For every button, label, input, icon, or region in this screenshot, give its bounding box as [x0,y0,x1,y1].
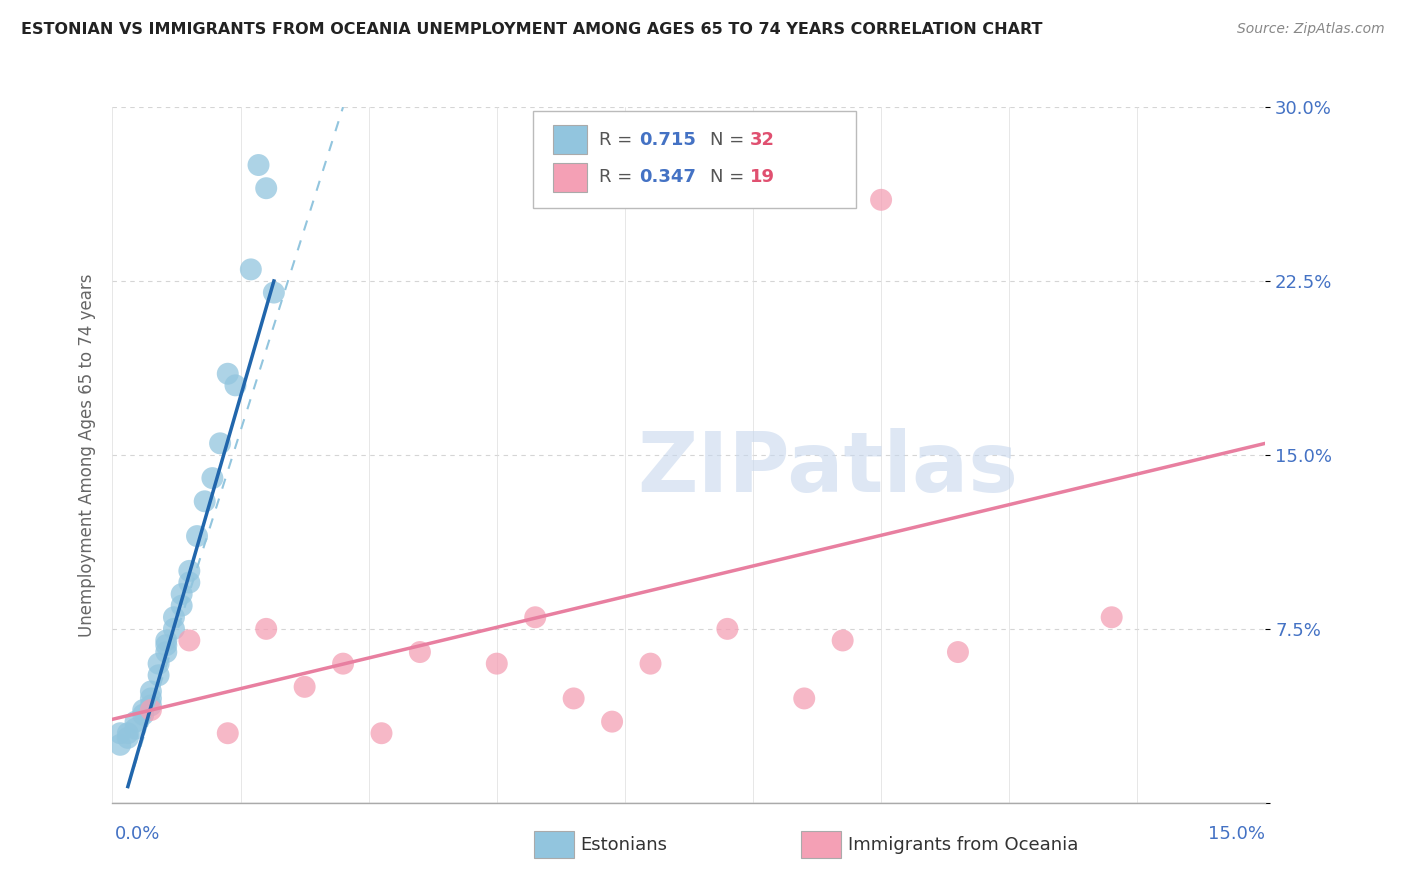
Y-axis label: Unemployment Among Ages 65 to 74 years: Unemployment Among Ages 65 to 74 years [77,273,96,637]
Text: 0.715: 0.715 [640,131,696,149]
Text: 19: 19 [749,169,775,186]
Point [332,657,354,671]
Point [562,691,585,706]
Point [124,714,146,729]
Point [170,587,193,601]
Point [148,657,170,671]
Text: R =: R = [599,131,638,149]
Text: ESTONIAN VS IMMIGRANTS FROM OCEANIA UNEMPLOYMENT AMONG AGES 65 TO 74 YEARS CORRE: ESTONIAN VS IMMIGRANTS FROM OCEANIA UNEM… [21,22,1043,37]
FancyBboxPatch shape [553,125,588,154]
Point [139,684,162,698]
Point [254,181,277,195]
FancyBboxPatch shape [553,162,588,192]
Point [485,657,508,671]
Point [170,599,193,613]
Text: 32: 32 [749,131,775,149]
Point [793,691,815,706]
Point [263,285,285,300]
Point [194,494,217,508]
Point [217,367,239,381]
Point [179,564,201,578]
Point [201,471,224,485]
Point [294,680,316,694]
Point [132,707,155,722]
Point [179,633,201,648]
Point [155,638,177,652]
Point [148,668,170,682]
Text: 0.0%: 0.0% [115,825,160,843]
Point [247,158,270,172]
Point [716,622,738,636]
Point [108,726,131,740]
Point [132,703,155,717]
Text: 15.0%: 15.0% [1208,825,1265,843]
Point [209,436,232,450]
Point [139,698,162,713]
Text: ZIPatlas: ZIPatlas [637,428,1018,509]
Text: Immigrants from Oceania: Immigrants from Oceania [848,836,1078,854]
Point [163,622,186,636]
Point [409,645,432,659]
Point [831,633,853,648]
Point [640,657,662,671]
Text: Estonians: Estonians [581,836,668,854]
Point [224,378,246,392]
Text: 0.347: 0.347 [640,169,696,186]
Point [163,610,186,624]
Point [217,726,239,740]
Text: N =: N = [710,169,749,186]
Point [239,262,262,277]
Text: R =: R = [599,169,638,186]
Point [524,610,547,624]
Point [155,645,177,659]
Point [124,722,146,736]
FancyBboxPatch shape [533,111,856,208]
Text: Source: ZipAtlas.com: Source: ZipAtlas.com [1237,22,1385,37]
Point [1101,610,1123,624]
Point [117,726,139,740]
Point [139,703,162,717]
Point [600,714,623,729]
Text: N =: N = [710,131,749,149]
Point [946,645,969,659]
Point [370,726,392,740]
Point [155,633,177,648]
Point [186,529,208,543]
Point [870,193,893,207]
Point [179,575,201,590]
Point [108,738,131,752]
Point [117,731,139,745]
Point [254,622,277,636]
Point [139,691,162,706]
